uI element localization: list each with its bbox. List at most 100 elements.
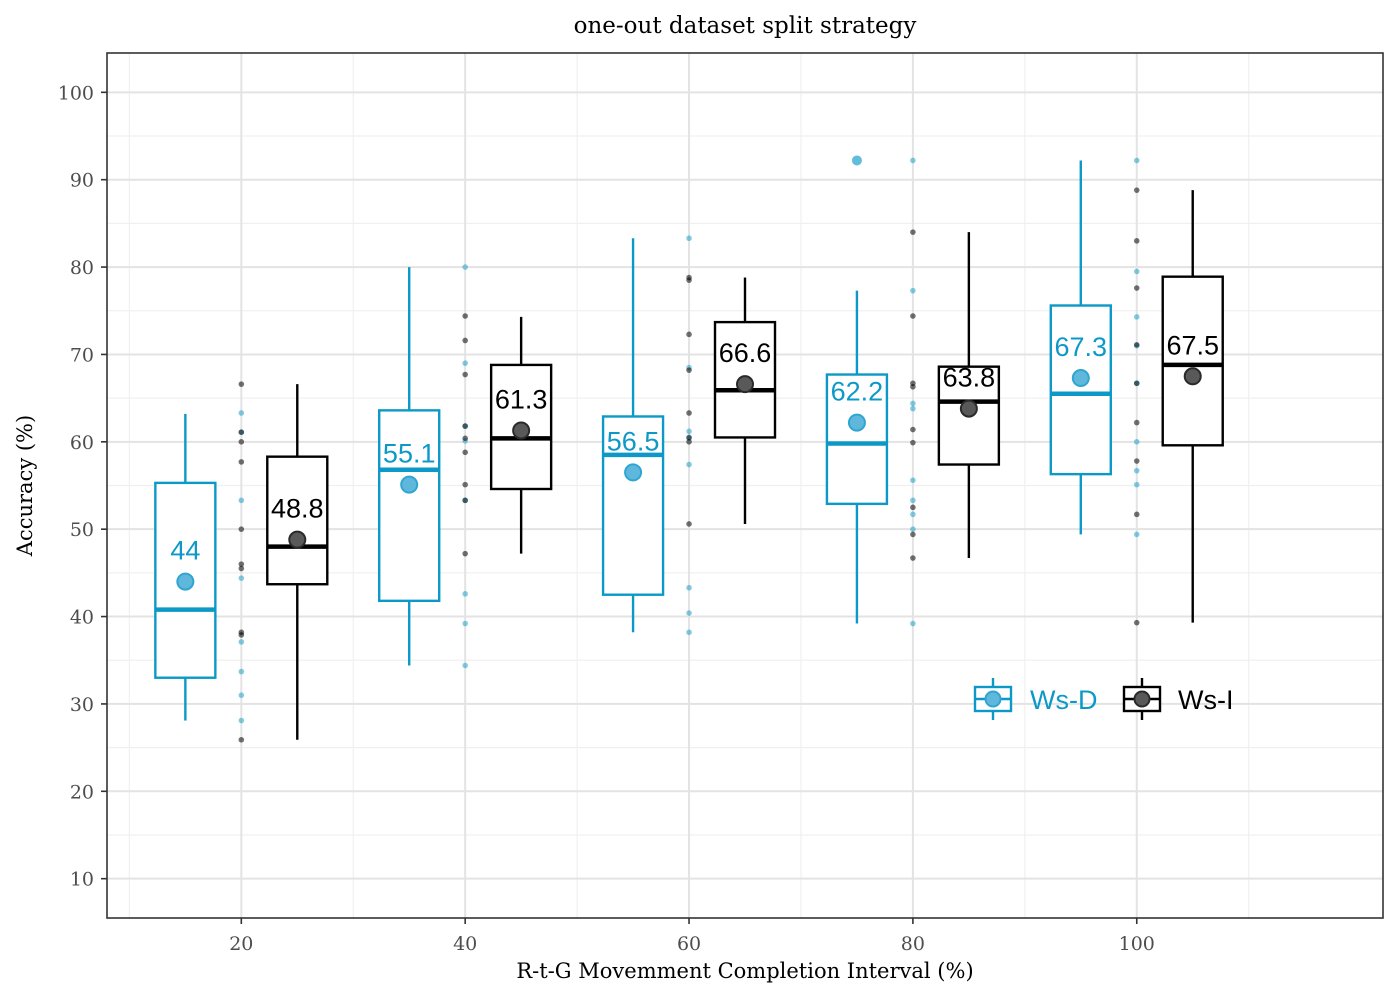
legend-item-ws-d: Ws-D <box>973 678 1097 720</box>
data-point <box>1133 157 1140 164</box>
data-point <box>686 235 692 242</box>
x-axis-title: R-t-G Movemment Completion Interval (%) <box>516 959 973 983</box>
data-point <box>686 277 692 283</box>
data-point <box>1133 419 1140 426</box>
legend-label: Ws-D <box>1030 685 1097 715</box>
data-point <box>462 264 468 270</box>
data-point <box>238 459 245 465</box>
data-point <box>686 610 692 616</box>
data-point <box>910 555 916 561</box>
box <box>601 415 665 596</box>
data-point <box>238 692 245 698</box>
data-point <box>1133 439 1140 445</box>
data-point <box>686 439 692 445</box>
x-tick-label: 80 <box>901 933 925 955</box>
mean-label: 56.5 <box>607 426 660 456</box>
data-point <box>462 481 468 488</box>
y-tick-label: 100 <box>58 82 94 104</box>
x-tick-label: 60 <box>677 933 701 955</box>
chart-title: one-out dataset split strategy <box>574 13 917 39</box>
data-point <box>910 313 916 319</box>
data-point <box>238 439 245 445</box>
legend-key-mean <box>1133 690 1151 708</box>
data-point <box>1133 458 1140 464</box>
y-tick-label: 70 <box>70 344 94 366</box>
data-point <box>910 477 916 484</box>
data-point <box>238 565 245 572</box>
data-point <box>910 497 916 504</box>
data-point <box>910 405 916 412</box>
x-tick-label: 100 <box>1119 933 1155 955</box>
y-tick-label: 80 <box>70 257 94 279</box>
y-tick-label: 90 <box>70 170 94 192</box>
box <box>1161 275 1224 447</box>
y-tick-label: 40 <box>70 607 94 629</box>
mean-marker <box>176 572 195 591</box>
data-point <box>1133 342 1140 348</box>
mean-label: 55.1 <box>383 439 436 469</box>
mean-label: 67.5 <box>1166 330 1219 360</box>
mean-label: 61.3 <box>495 384 548 414</box>
data-point <box>910 400 916 407</box>
data-point <box>238 668 245 675</box>
data-point <box>1133 268 1140 275</box>
data-point <box>1133 285 1140 291</box>
data-point <box>686 428 692 435</box>
y-tick-label: 50 <box>70 519 94 541</box>
data-point <box>462 313 468 319</box>
data-point <box>462 423 468 429</box>
x-tick-label: 40 <box>453 933 477 955</box>
box <box>1049 304 1112 476</box>
data-point <box>238 526 245 532</box>
mean-label: 67.3 <box>1055 332 1108 362</box>
data-point <box>910 287 916 294</box>
data-point <box>238 632 245 638</box>
y-tick-label: 20 <box>70 781 94 803</box>
data-point <box>238 717 245 724</box>
data-point <box>238 575 245 581</box>
data-point <box>238 429 245 436</box>
data-point <box>686 367 692 373</box>
box <box>378 409 441 603</box>
data-point <box>462 620 468 627</box>
data-point <box>1133 531 1140 538</box>
y-tick-label: 10 <box>70 869 94 891</box>
data-point <box>686 331 692 338</box>
mean-marker <box>1183 367 1202 386</box>
data-point <box>1133 511 1140 518</box>
y-tick-label: 30 <box>70 694 94 716</box>
data-point <box>1133 619 1140 626</box>
mean-label: 48.8 <box>271 494 324 524</box>
series-ws-i-boxes <box>266 190 1224 740</box>
data-point <box>238 639 245 645</box>
x-tick-label: 20 <box>229 933 253 955</box>
legend-item-ws-i: Ws-I <box>1122 678 1233 720</box>
series-ws-i-points <box>238 187 1140 743</box>
mean-marker <box>288 530 307 549</box>
data-point <box>462 360 468 366</box>
y-axis-title: Accuracy (%) <box>13 415 37 557</box>
data-point <box>910 620 916 627</box>
data-point <box>462 371 468 378</box>
box <box>825 373 889 506</box>
data-point <box>910 229 916 235</box>
data-point <box>686 521 692 527</box>
mean-label: 62.2 <box>831 377 884 407</box>
box <box>713 320 777 439</box>
mean-label: 44 <box>170 536 200 566</box>
data-point <box>238 497 245 504</box>
legend-key-mean <box>984 690 1002 708</box>
data-point <box>686 629 692 636</box>
mean-marker <box>400 475 419 494</box>
data-point <box>238 381 245 387</box>
data-point <box>1133 187 1140 193</box>
data-point <box>462 662 468 669</box>
data-point <box>462 337 468 344</box>
mean-marker <box>512 421 531 440</box>
data-point <box>462 449 468 456</box>
series-ws-i-means: 48.8 61.3 66.6 63.8 67.5 <box>271 330 1219 549</box>
data-point <box>686 461 692 468</box>
data-point <box>910 439 916 446</box>
